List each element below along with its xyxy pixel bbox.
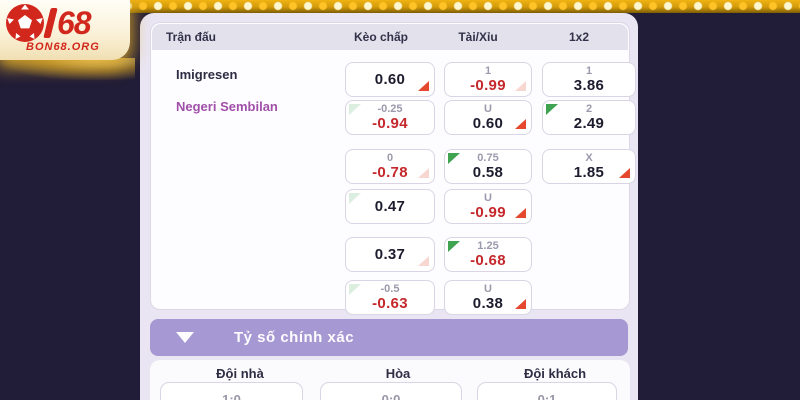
correct-score-title: Tỷ số chính xác [234,329,355,346]
odds-value: 0.47 [374,197,406,215]
odds-value: -0.99 [470,204,506,222]
score-button-0-1[interactable]: 0:1 [477,382,617,400]
odds-up-arrow-icon [515,299,526,309]
odds-button-over-r3[interactable]: 0.75 0.58 [444,149,532,184]
odds-button-under-r6[interactable]: U 0.38 [444,280,532,315]
odds-up-arrow-icon [515,208,526,218]
odds-button-handicap-r4[interactable]: 0.47 [345,189,435,224]
logo-domain-text: BON68.ORG [26,41,100,53]
score-button-1-0[interactable]: 1:0 [160,382,303,400]
column-header-1x2: 1x2 [568,30,590,44]
score-value: 0:0 [381,392,401,400]
best-odds-corner-icon [546,104,558,115]
odds-line: 1 [484,64,492,77]
odds-value: 0.37 [374,245,406,263]
odds-line: -0.25 [377,102,403,115]
soccer-ball-icon [6,4,44,42]
odds-value: -0.94 [372,115,408,133]
brand-logo[interactable]: 68 BON68.ORG [0,0,130,60]
best-odds-corner-icon [349,104,361,115]
odds-up-arrow-icon [418,256,429,266]
score-column-home: Đội nhà [216,366,264,381]
score-value: 0:1 [537,392,557,400]
odds-value: -0.99 [470,77,506,95]
column-header-over-under: Tài/Xỉu [458,30,498,44]
odds-button-over-r1[interactable]: 1 -0.99 [444,62,532,97]
odds-line: 0.75 [477,151,499,164]
best-odds-corner-icon [349,193,361,204]
logo-row: 68 [5,3,92,43]
odds-line: -0.5 [380,282,400,295]
best-odds-corner-icon [448,153,460,164]
odds-line: 0 [386,151,394,164]
marquee-lights-strip [0,0,800,13]
odds-line: U [484,282,492,295]
odds-value: 0.38 [472,295,504,313]
odds-table-header: Trận đấu Kèo chấp Tài/Xỉu 1x2 [152,24,628,50]
odds-value: 0.58 [472,164,504,182]
score-value: 1:0 [222,392,241,400]
away-team-name: Negeri Sembilan [176,99,278,114]
odds-value: -0.78 [372,164,408,182]
odds-button-handicap-r5[interactable]: 0.37 [345,237,435,272]
odds-button-handicap-r3[interactable]: 0 -0.78 [345,149,435,184]
odds-line: U [484,191,492,204]
odds-button-1x2-away[interactable]: 2 2.49 [542,100,636,135]
score-column-draw: Hòa [385,366,411,381]
odds-value: 1.85 [573,164,605,182]
column-header-handicap: Kèo chấp [353,30,408,44]
odds-line: X [585,151,593,164]
odds-button-handicap-r6[interactable]: -0.5 -0.63 [345,280,435,315]
betting-card: Trận đấu Kèo chấp Tài/Xỉu 1x2 Imigresen … [140,13,638,400]
best-odds-corner-icon [448,241,460,252]
logo-slash-mark [43,8,58,38]
best-odds-corner-icon [349,284,361,295]
odds-button-1x2-draw[interactable]: X 1.85 [542,149,636,184]
odds-up-arrow-icon [418,81,429,91]
correct-score-section-header[interactable]: Tỷ số chính xác [150,319,628,356]
odds-value: 3.86 [573,77,605,95]
odds-line: 1 [585,64,593,77]
score-column-away: Đội khách [523,366,587,381]
odds-button-under-r2[interactable]: U 0.60 [444,100,532,135]
odds-button-1x2-home[interactable]: 1 3.86 [542,62,636,97]
odds-up-arrow-icon [619,168,630,178]
odds-up-arrow-icon [515,81,526,91]
odds-value: 0.60 [472,115,504,133]
odds-value: 0.60 [374,70,406,88]
odds-button-handicap-r1[interactable]: 0.60 [345,62,435,97]
logo-glow [0,58,135,80]
score-button-0-0[interactable]: 0:0 [320,382,462,400]
odds-button-handicap-r2[interactable]: -0.25 -0.94 [345,100,435,135]
odds-value: -0.68 [470,252,506,270]
column-header-match: Trận đấu [166,30,217,44]
odds-button-under-r4[interactable]: U -0.99 [444,189,532,224]
odds-line: 2 [585,102,593,115]
logo-number: 68 [57,5,92,41]
odds-up-arrow-icon [515,119,526,129]
odds-value: 2.49 [573,115,605,133]
odds-value: -0.63 [372,295,408,313]
odds-panel: Trận đấu Kèo chấp Tài/Xỉu 1x2 Imigresen … [150,22,636,315]
odds-button-over-r5[interactable]: 1.25 -0.68 [444,237,532,272]
odds-up-arrow-icon [418,168,429,178]
odds-line: U [484,102,492,115]
collapse-caret-icon [176,332,194,343]
odds-line: 1.25 [477,239,499,252]
home-team-name: Imigresen [176,67,238,82]
